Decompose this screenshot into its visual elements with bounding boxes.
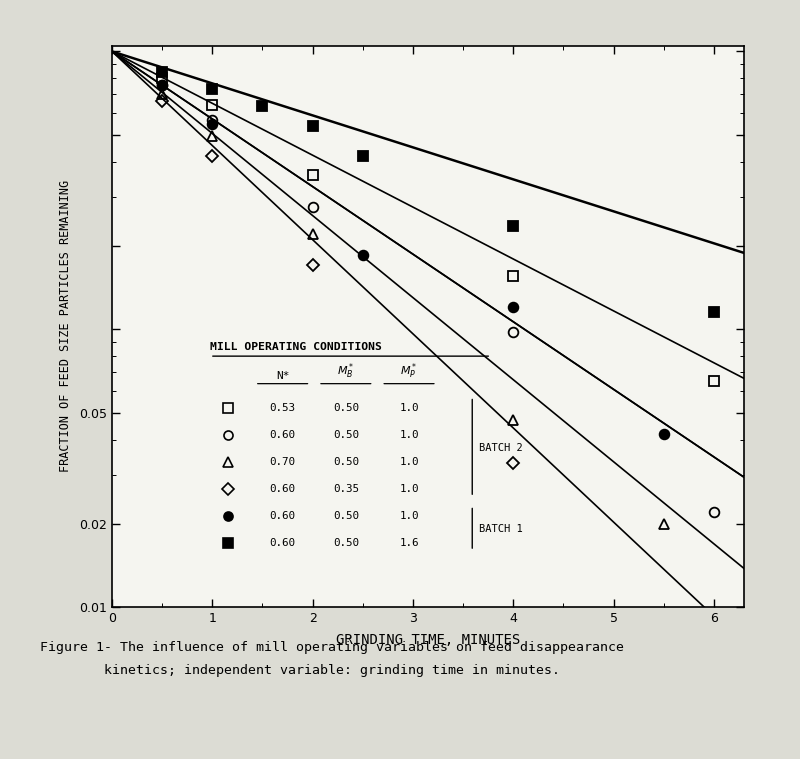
Text: 0.60: 0.60 xyxy=(270,483,296,493)
Text: 1.0: 1.0 xyxy=(399,511,418,521)
Text: kinetics; independent variable: grinding time in minutes.: kinetics; independent variable: grinding… xyxy=(40,664,560,677)
Text: BATCH 1: BATCH 1 xyxy=(478,524,522,534)
Text: 0.50: 0.50 xyxy=(333,403,359,413)
Text: 0.35: 0.35 xyxy=(333,483,359,493)
Text: N*: N* xyxy=(276,371,290,381)
Text: 0.70: 0.70 xyxy=(270,457,296,467)
Text: Figure 1- The influence of mill operating variables on feed disappearance: Figure 1- The influence of mill operatin… xyxy=(40,641,624,654)
Y-axis label: FRACTION OF FEED SIZE PARTICLES REMAINING: FRACTION OF FEED SIZE PARTICLES REMAININ… xyxy=(59,181,72,472)
Text: $M_B^*$: $M_B^*$ xyxy=(337,361,354,381)
Text: 0.60: 0.60 xyxy=(270,537,296,547)
X-axis label: GRINDING TIME, MINUTES: GRINDING TIME, MINUTES xyxy=(336,634,520,647)
Text: 1.0: 1.0 xyxy=(399,403,418,413)
Text: 0.50: 0.50 xyxy=(333,457,359,467)
Text: 1.0: 1.0 xyxy=(399,483,418,493)
Text: BATCH 2: BATCH 2 xyxy=(478,443,522,453)
Text: 0.53: 0.53 xyxy=(270,403,296,413)
Text: 0.50: 0.50 xyxy=(333,537,359,547)
Text: $M_P^*$: $M_P^*$ xyxy=(400,361,418,381)
Text: MILL OPERATING CONDITIONS: MILL OPERATING CONDITIONS xyxy=(210,342,382,351)
Text: 1.0: 1.0 xyxy=(399,430,418,439)
Text: 0.50: 0.50 xyxy=(333,430,359,439)
Text: 0.50: 0.50 xyxy=(333,511,359,521)
Text: 0.60: 0.60 xyxy=(270,430,296,439)
Text: 1.0: 1.0 xyxy=(399,457,418,467)
Text: 1.6: 1.6 xyxy=(399,537,418,547)
Text: 0.60: 0.60 xyxy=(270,511,296,521)
